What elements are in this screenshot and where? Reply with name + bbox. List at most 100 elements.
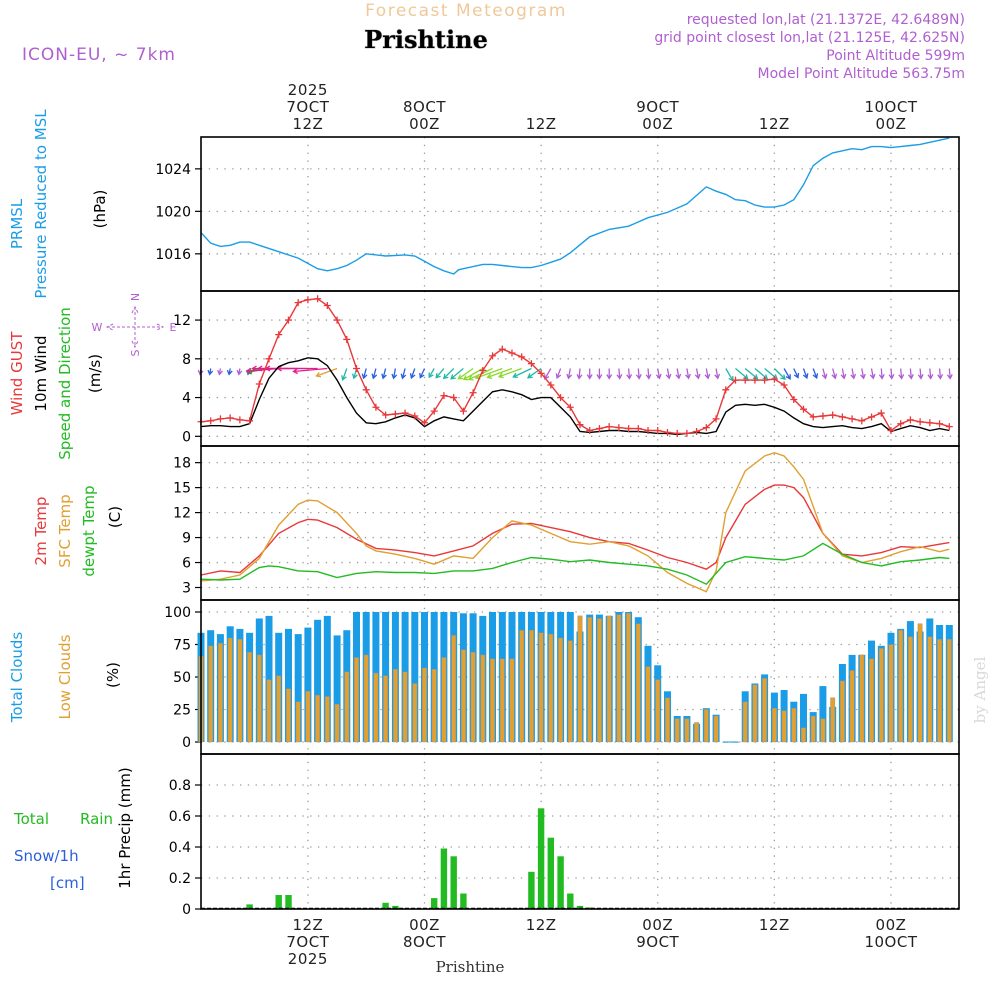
- top-time-label: 00Z: [876, 115, 907, 133]
- wind-gust-marker: [440, 392, 448, 400]
- bottom-time-label: 10OCT: [864, 933, 917, 951]
- bottom-time-label: 12Z: [526, 916, 557, 934]
- pressure-label-prmsl: PRMSL: [8, 198, 26, 249]
- wind-gust-marker: [576, 421, 584, 429]
- wind-direction-arrow: [850, 368, 857, 380]
- low-cloud-bar: [674, 718, 680, 743]
- y-tick-label: 1016: [155, 247, 191, 263]
- rain-bar: [460, 893, 467, 909]
- low-cloud-bar: [237, 639, 243, 743]
- y-tick-label: 9: [182, 531, 191, 547]
- wind-direction-arrow: [616, 368, 623, 380]
- y-tick-label: 0: [182, 429, 191, 445]
- low-cloud-bar: [684, 718, 690, 743]
- wind-gust-marker: [780, 381, 788, 389]
- low-cloud-bar: [256, 654, 262, 743]
- wind-direction-arrow: [783, 368, 791, 380]
- low-cloud-bar: [645, 666, 651, 743]
- wind-gust-marker: [362, 386, 370, 394]
- wind-direction-arrow: [694, 368, 701, 380]
- wind-gust-marker: [294, 299, 302, 307]
- wind-gust-marker: [489, 352, 497, 360]
- wind-direction-arrow: [400, 368, 407, 380]
- low-cloud-bar: [801, 727, 806, 743]
- wind-gust-marker: [401, 409, 409, 417]
- rain-bar: [547, 837, 554, 909]
- low-cloud-bar: [470, 652, 476, 743]
- low-cloud-bar: [810, 715, 816, 743]
- low-cloud-bar: [655, 679, 661, 743]
- rain-bar: [557, 856, 564, 909]
- total-cloud-bar: [333, 635, 341, 742]
- precip-label-rain: Rain: [80, 810, 113, 828]
- wind-gust-marker: [838, 413, 846, 421]
- panel-frame: [200, 445, 960, 601]
- wind-gust-line: [200, 298, 950, 435]
- low-cloud-bar: [606, 615, 612, 743]
- low-cloud-bar: [587, 617, 593, 743]
- low-cloud-bar: [908, 636, 913, 743]
- low-cloud-bar: [917, 623, 923, 743]
- wind-gust-marker: [216, 415, 224, 423]
- y-tick-label: 8: [182, 352, 191, 368]
- wind-gust-marker: [605, 423, 613, 431]
- low-cloud-bar: [713, 715, 719, 743]
- wind-direction-arrow: [544, 368, 552, 381]
- wind-direction-arrow: [802, 368, 809, 380]
- top-time-label: 00Z: [642, 115, 673, 133]
- wind-direction-arrow: [555, 368, 562, 380]
- wind-gust-marker: [702, 424, 710, 432]
- wind-gust-marker: [722, 386, 730, 394]
- location-title: Prishtine: [364, 25, 488, 54]
- y-tick-label: 12: [173, 506, 191, 522]
- top-time-label: 12Z: [759, 115, 790, 133]
- top-time-label: 9OCT: [636, 98, 679, 116]
- wind-gust-marker: [741, 376, 749, 384]
- temp-unit: (C): [106, 506, 124, 528]
- wind-gust-marker: [712, 415, 720, 423]
- wind-direction-arrow: [497, 367, 522, 379]
- wind-gust-marker: [391, 410, 399, 418]
- rain-bar: [450, 856, 457, 909]
- wind-gust-marker: [848, 415, 856, 423]
- wind-gust-marker: [382, 411, 390, 419]
- low-cloud-bar: [849, 670, 855, 743]
- low-cloud-bar: [324, 696, 330, 743]
- wind-label-10m: 10m Wind: [32, 335, 50, 411]
- low-cloud-bar: [937, 639, 943, 743]
- wind-gust-marker: [430, 407, 438, 415]
- wind-gust-marker: [877, 409, 885, 417]
- temperature-panel: 3 6 9 12 15 18 2m Temp SFC Temp dewpt Temp (C): [32, 446, 959, 600]
- low-cloud-bar: [742, 701, 748, 743]
- wind-gust-marker: [557, 394, 565, 402]
- wind-gust-marker: [498, 345, 506, 353]
- wind-unit: (m/s): [86, 354, 104, 393]
- wind-gust-marker: [207, 417, 215, 425]
- wind-direction-arrow: [725, 368, 734, 382]
- temp-line-sfc-temp: [200, 451, 950, 593]
- y-tick-label: 0: [182, 902, 191, 918]
- low-cloud-bar: [703, 709, 709, 743]
- wind-gust-marker: [411, 412, 419, 420]
- wind-direction-arrow: [435, 368, 445, 379]
- wind-gust-marker: [323, 302, 331, 310]
- rain-bar: [431, 898, 438, 909]
- wind-gust-marker: [887, 427, 895, 434]
- wind-gust-marker: [770, 375, 778, 383]
- bottom-time-label: 9OCT: [636, 933, 679, 951]
- wind-direction-arrow: [315, 367, 338, 378]
- wind-direction-arrow: [207, 368, 214, 376]
- forecast-meteogram-title: Forecast Meteogram: [365, 1, 567, 21]
- wind-direction-arrow: [606, 368, 613, 380]
- pressure-label-msl: Pressure Reduced to MSL: [32, 109, 50, 299]
- low-cloud-bar: [616, 614, 622, 743]
- low-cloud-bar: [558, 637, 564, 743]
- wind-gust-marker: [586, 427, 594, 434]
- low-cloud-bar: [480, 654, 486, 743]
- wind-gust-marker: [751, 376, 759, 384]
- top-time-label: 12Z: [292, 115, 323, 133]
- wind-direction-arrow: [773, 368, 786, 380]
- rain-bar: [392, 905, 399, 909]
- wind-direction-arrow: [878, 368, 885, 380]
- low-cloud-bar: [519, 630, 525, 743]
